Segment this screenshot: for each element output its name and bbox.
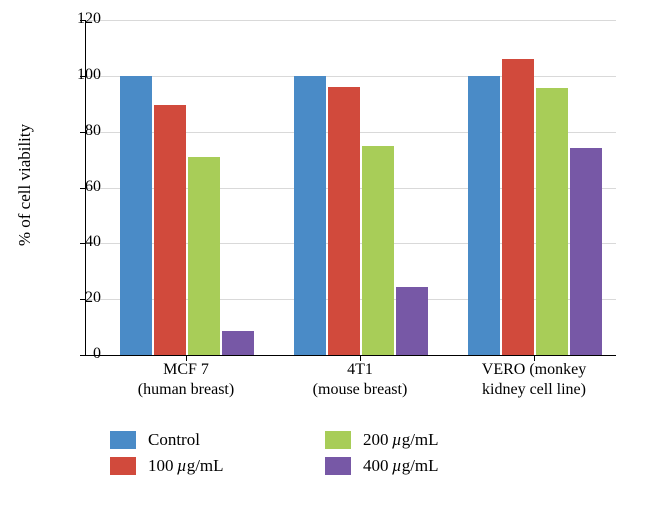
legend-row: Control 200 µg/mL 100 µg/mL 400 µg/mL	[110, 430, 540, 482]
legend-label: 100 µg/mL	[148, 456, 224, 476]
legend-item: 400 µg/mL	[325, 456, 540, 476]
gridline	[86, 20, 616, 21]
legend-swatch	[110, 431, 136, 449]
bar	[328, 87, 360, 355]
bar	[222, 331, 254, 355]
y-tick-label: 120	[61, 10, 101, 28]
y-tick-label: 40	[61, 233, 101, 251]
bar	[570, 148, 602, 355]
gridline	[86, 76, 616, 77]
legend-item: 200 µg/mL	[325, 430, 540, 450]
bar	[502, 59, 534, 355]
viability-bar-chart: % of cell viability Control 200 µg/mL 100 …	[0, 0, 653, 507]
bar	[468, 76, 500, 355]
y-tick-label: 100	[61, 66, 101, 84]
legend-item: 100 µg/mL	[110, 456, 325, 476]
y-tick-label: 0	[61, 345, 101, 363]
legend-item: Control	[110, 430, 325, 450]
x-label-line1: 4T1	[347, 361, 373, 378]
y-tick-label: 20	[61, 289, 101, 307]
x-label-line2: (human breast)	[138, 381, 234, 398]
legend: Control 200 µg/mL 100 µg/mL 400 µg/mL	[110, 430, 540, 482]
legend-swatch	[110, 457, 136, 475]
x-category-label: 4T1 (mouse breast)	[275, 360, 445, 400]
x-label-line1: MCF 7	[163, 361, 209, 378]
legend-label: 400 µg/mL	[363, 456, 439, 476]
bar	[536, 88, 568, 355]
x-category-label: MCF 7 (human breast)	[101, 360, 271, 400]
legend-label: Control	[148, 430, 200, 450]
legend-swatch	[325, 457, 351, 475]
bar	[396, 287, 428, 355]
x-label-line2: kidney cell line)	[482, 381, 586, 398]
bar	[120, 76, 152, 355]
x-label-line2: (mouse breast)	[313, 381, 408, 398]
bar	[294, 76, 326, 355]
y-tick-label: 80	[61, 122, 101, 140]
x-label-line1: VERO (monkey	[482, 361, 586, 378]
bar	[188, 157, 220, 355]
bar	[154, 105, 186, 355]
plot-area	[85, 20, 616, 356]
legend-swatch	[325, 431, 351, 449]
y-tick-label: 60	[61, 178, 101, 196]
x-category-label: VERO (monkey kidney cell line)	[449, 360, 619, 400]
legend-label: 200 µg/mL	[363, 430, 439, 450]
y-axis-label: % of cell viability	[15, 124, 35, 246]
bar	[362, 146, 394, 355]
